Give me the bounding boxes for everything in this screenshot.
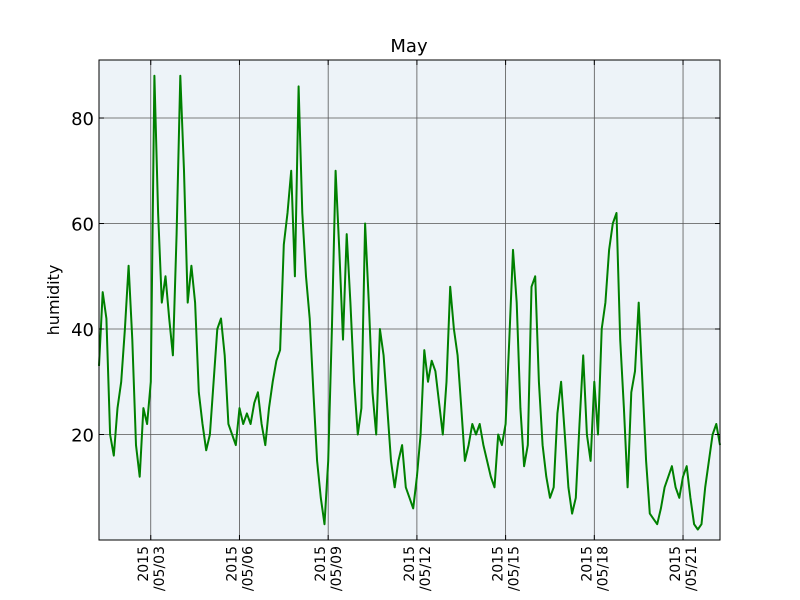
- chart-title: May: [390, 36, 428, 57]
- x-tick-label-date: /05/06: [240, 546, 256, 591]
- x-tick-label-date: /05/21: [684, 546, 700, 591]
- grid-lines: [99, 60, 720, 540]
- x-tick-label: 2015/05/21: [668, 546, 700, 591]
- x-tick-label-year: 2015: [491, 546, 507, 582]
- x-tick-label-date: /05/12: [418, 546, 434, 591]
- x-tick-label-year: 2015: [579, 546, 595, 582]
- y-tick-label: 80: [71, 109, 94, 130]
- y-tick-label: 20: [71, 426, 94, 447]
- x-tick-label-year: 2015: [668, 546, 684, 582]
- x-tick-label-date: /05/18: [595, 546, 611, 591]
- x-tick-label-date: /05/03: [152, 546, 168, 591]
- y-axis-label: humidity: [44, 265, 63, 336]
- y-tick-label: 40: [71, 320, 94, 341]
- x-tick-label: 2015/05/03: [136, 546, 168, 591]
- x-tick-label-year: 2015: [313, 546, 329, 582]
- series-group: [98, 74, 721, 531]
- x-tick-label-year: 2015: [224, 546, 240, 582]
- x-tick-label: 2015/05/18: [579, 546, 611, 591]
- series-line-humidity: [98, 74, 721, 531]
- y-axis: 20 40 60 80: [71, 109, 720, 447]
- x-tick-label: 2015/05/06: [224, 546, 256, 591]
- x-tick-label-year: 2015: [402, 546, 418, 582]
- y-tick-label: 60: [71, 215, 94, 236]
- x-tick-label: 2015/05/09: [313, 546, 345, 591]
- x-axis: 2015/05/03 2015/05/06 2015/05/09 2015/05/12…: [136, 60, 700, 591]
- plot-frame: [98, 59, 721, 541]
- x-tick-label: 2015/05/12: [402, 546, 434, 591]
- x-tick-label-date: /05/09: [329, 546, 345, 591]
- plot-background: [99, 60, 720, 540]
- x-tick-label: 2015/05/15: [491, 546, 523, 591]
- x-tick-label-date: /05/15: [507, 546, 523, 591]
- x-tick-label-year: 2015: [136, 546, 152, 582]
